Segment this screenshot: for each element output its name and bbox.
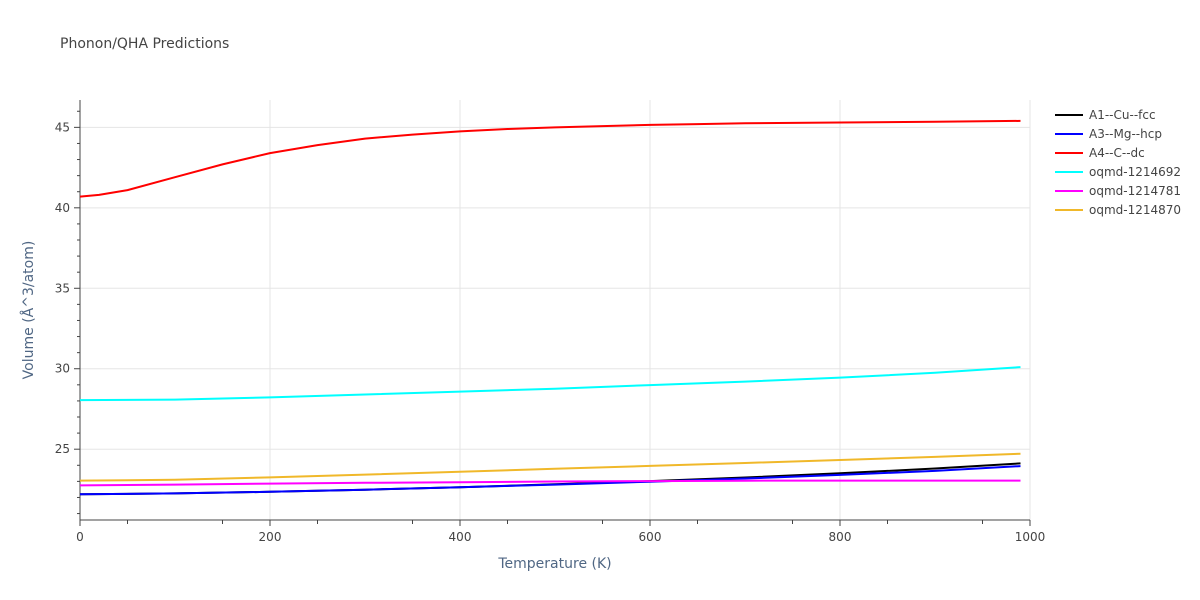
y-tick-label: 45 [55,120,70,134]
x-tick-label: 800 [829,530,852,544]
legend-item[interactable]: oqmd-1214781 [1055,184,1181,198]
legend-item[interactable]: A3--Mg--hcp [1055,127,1162,141]
y-axis-title: Volume (Å^3/atom) [20,241,37,380]
series-line-oqmd-1214870 [79,452,1021,482]
x-axis-title: Temperature (K) [497,556,611,572]
chart-title: Phonon/QHA Predictions [60,36,230,52]
x-tick-label: 0 [76,530,84,544]
legend-label: A1--Cu--fcc [1089,108,1156,122]
legend-label: A4--C--dc [1089,146,1145,160]
x-tick-label: 1000 [1015,530,1046,544]
legend-item[interactable]: oqmd-1214692 [1055,165,1181,179]
series-line-a4-c-dc [79,119,1021,198]
legend-item[interactable]: A4--C--dc [1055,146,1145,160]
x-tick-label: 200 [259,530,282,544]
x-tick-labels: 0 200 400 600 800 1000 [76,530,1045,544]
series-line-a3-mg-hcp [79,465,1021,496]
legend-label: oqmd-1214692 [1089,165,1181,179]
axes [74,100,1031,526]
y-tick-label: 35 [55,281,70,295]
legend-item[interactable]: A1--Cu--fcc [1055,108,1156,122]
legend-item[interactable]: oqmd-1214870 [1055,203,1181,217]
legend-label: A3--Mg--hcp [1089,127,1162,141]
series-line-oqmd-1214692 [79,366,1021,402]
series-lines [79,119,1021,496]
y-tick-labels: 25 30 35 40 45 [55,120,70,456]
y-tick-label: 40 [55,201,70,215]
legend-label: oqmd-1214870 [1089,203,1181,217]
legend[interactable]: A1--Cu--fcc A3--Mg--hcp A4--C--dc oqmd-1214… [1055,108,1181,217]
x-tick-label: 400 [449,530,472,544]
legend-label: oqmd-1214781 [1089,184,1181,198]
x-tick-label: 600 [639,530,662,544]
y-tick-label: 25 [55,442,70,456]
series-line-oqmd-1214781 [79,479,1021,487]
y-tick-label: 30 [55,362,70,376]
grid-lines [80,100,1031,520]
